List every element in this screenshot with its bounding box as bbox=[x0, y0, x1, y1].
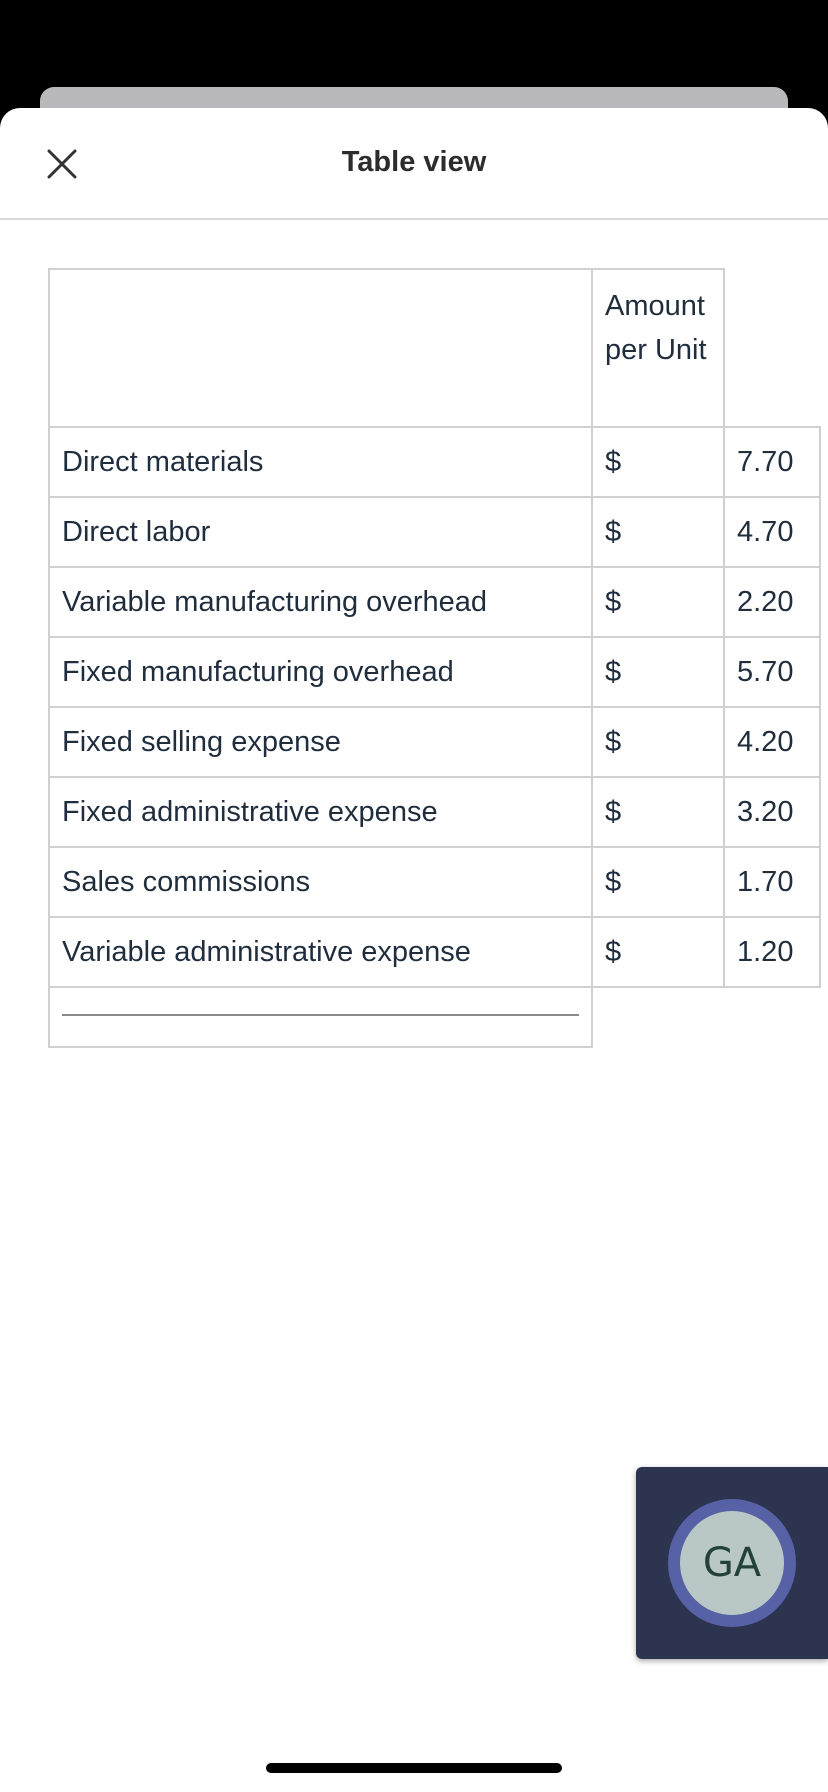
table-header-empty-cell bbox=[48, 268, 593, 428]
row-currency: $ bbox=[591, 846, 725, 918]
row-label: Fixed manufacturing overhead bbox=[48, 636, 593, 708]
row-value: 4.70 bbox=[723, 496, 821, 568]
row-value: 4.20 bbox=[723, 706, 821, 778]
row-label: Variable manufacturing overhead bbox=[48, 566, 593, 638]
row-value: 1.20 bbox=[723, 916, 821, 988]
row-label: Direct materials bbox=[48, 426, 593, 498]
row-currency: $ bbox=[591, 566, 725, 638]
row-value: 7.70 bbox=[723, 426, 821, 498]
sheet-header: Table view bbox=[0, 108, 828, 220]
row-value: 1.70 bbox=[723, 846, 821, 918]
row-label: Fixed selling expense bbox=[48, 706, 593, 778]
table-view-sheet: Table view Amount per Unit Direct materi… bbox=[0, 108, 828, 1792]
data-table: Amount per Unit Direct materials $ 7.70 … bbox=[48, 268, 823, 1068]
row-value: 5.70 bbox=[723, 636, 821, 708]
page-title: Table view bbox=[341, 146, 487, 178]
close-button[interactable] bbox=[36, 138, 88, 190]
avatar[interactable]: GA bbox=[668, 1499, 796, 1627]
row-value: 3.20 bbox=[723, 776, 821, 848]
row-currency: $ bbox=[591, 776, 725, 848]
row-label: Sales commissions bbox=[48, 846, 593, 918]
row-currency: $ bbox=[591, 426, 725, 498]
row-currency: $ bbox=[591, 496, 725, 568]
row-value: 2.20 bbox=[723, 566, 821, 638]
total-row-cell bbox=[48, 986, 593, 1048]
row-currency: $ bbox=[591, 706, 725, 778]
assistant-panel: GA bbox=[636, 1467, 828, 1659]
column-header-amount-per-unit: Amount per Unit bbox=[591, 268, 725, 428]
row-currency: $ bbox=[591, 916, 725, 988]
close-icon bbox=[47, 149, 77, 179]
total-underline bbox=[62, 1014, 579, 1016]
home-indicator bbox=[266, 1763, 562, 1773]
avatar-initials: GA bbox=[680, 1511, 784, 1615]
row-label: Direct labor bbox=[48, 496, 593, 568]
row-label: Fixed administrative expense bbox=[48, 776, 593, 848]
row-currency: $ bbox=[591, 636, 725, 708]
row-label: Variable administrative expense bbox=[48, 916, 593, 988]
